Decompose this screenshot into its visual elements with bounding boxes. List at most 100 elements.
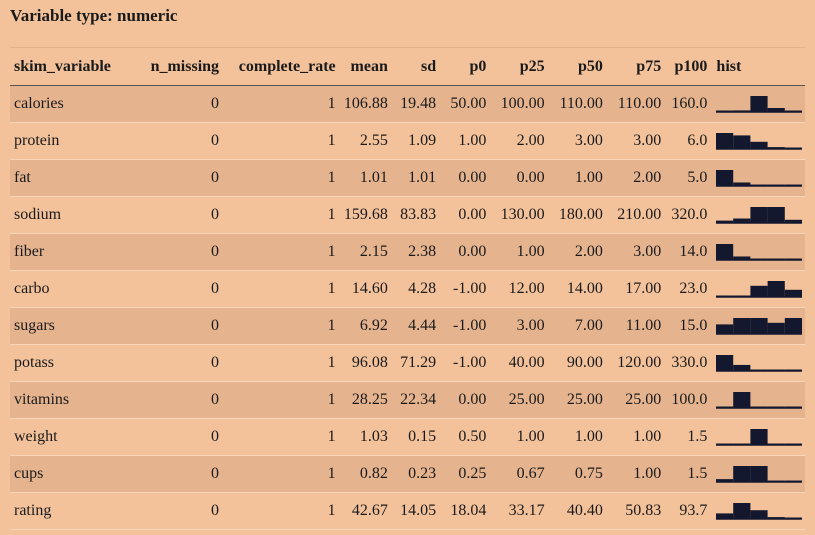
- hist-bar: [733, 466, 751, 482]
- hist-bar: [733, 182, 751, 186]
- cell-complete-rate: 1: [327, 317, 336, 334]
- cell-p100: 93.7: [679, 502, 708, 519]
- cell-complete-rate: 1: [327, 95, 336, 112]
- hist-bar: [785, 318, 803, 334]
- hist-bar: [716, 220, 734, 223]
- cell-p75: 3.00: [633, 132, 662, 149]
- cell-p0: 0.00: [458, 391, 487, 408]
- cell-p25: 0.67: [516, 465, 545, 482]
- sparkline-histogram: [716, 355, 803, 372]
- cell-skim-variable: protein: [14, 132, 60, 149]
- cell-complete-rate: 1: [327, 132, 336, 149]
- cell-p0: 50.00: [450, 95, 487, 112]
- header-p25: p25: [519, 57, 545, 75]
- cell-complete-rate: 1: [327, 169, 336, 186]
- hist-bar: [768, 207, 786, 223]
- hist-bar: [733, 218, 751, 223]
- cell-p25: 130.00: [500, 206, 545, 223]
- cell-sd: 4.44: [408, 317, 437, 334]
- sparkline-histogram: [716, 281, 803, 298]
- hist-bar: [716, 133, 734, 149]
- cell-p0: 18.04: [450, 502, 487, 519]
- cell-n-missing: 0: [211, 502, 220, 519]
- cell-n-missing: 0: [211, 317, 220, 334]
- header-complete-rate: complete_rate: [238, 57, 336, 75]
- hist-bar: [750, 318, 769, 334]
- cell-p25: 40.00: [508, 354, 545, 371]
- cell-complete-rate: 1: [327, 206, 336, 223]
- cell-p25: 1.00: [516, 243, 545, 260]
- cell-p25: 3.00: [516, 317, 545, 334]
- cell-p75: 2.00: [633, 169, 662, 186]
- table-header: skim_variable n_missing complete_rate me…: [10, 47, 805, 86]
- cell-skim-variable: vitamins: [14, 391, 70, 408]
- cell-p0: 1.00: [458, 132, 487, 149]
- sparkline-histogram: [716, 170, 803, 187]
- cell-p75: 1.00: [633, 465, 662, 482]
- header-sd: sd: [420, 57, 437, 75]
- cell-hist: [710, 197, 805, 234]
- hist-bar: [768, 281, 786, 297]
- header-mean: mean: [350, 57, 388, 75]
- cell-p100: 100.0: [671, 391, 708, 408]
- cell-sd: 14.05: [400, 502, 437, 519]
- cell-hist: [710, 308, 805, 345]
- table-row: fiber 0 1 2.15 2.38 0.00 1.00 2.00 3.00 14.0: [10, 233, 805, 271]
- cell-p50: 110.00: [559, 95, 603, 112]
- hist-bar: [733, 503, 751, 519]
- hist-bar: [768, 147, 786, 149]
- hist-bar: [785, 289, 803, 297]
- cell-complete-rate: 1: [327, 243, 336, 260]
- table-row: sugars 0 1 6.92 4.44 -1.00 3.00 7.00 11.00 15.0: [10, 307, 805, 345]
- cell-n-missing: 0: [211, 132, 220, 149]
- cell-p100: 15.0: [679, 317, 708, 334]
- cell-mean: 28.25: [351, 391, 388, 408]
- cell-mean: 1.01: [359, 169, 388, 186]
- table-row: vitamins 0 1 28.25 22.34 0.00 25.00 25.00 25.00 1…: [10, 381, 805, 419]
- table-row: fat 0 1 1.01 1.01 0.00 0.00 1.00 2.00 5.0: [10, 159, 805, 197]
- cell-sd: 4.28: [408, 280, 437, 297]
- sparkline-histogram: [716, 207, 803, 224]
- table-body: calories 0 1 106.88 19.48 50.00 100.00 110.00 11…: [10, 85, 805, 530]
- cell-n-missing: 0: [211, 280, 220, 297]
- hist-bar: [750, 207, 769, 223]
- header-hist: hist: [716, 57, 742, 75]
- cell-n-missing: 0: [211, 428, 220, 445]
- cell-complete-rate: 1: [327, 280, 336, 297]
- table-row: potass 0 1 96.08 71.29 -1.00 40.00 90.00 120.00 3…: [10, 345, 805, 382]
- hist-bar: [750, 510, 769, 519]
- cell-p50: 1.00: [574, 428, 603, 445]
- cell-p25: 25.00: [508, 391, 545, 408]
- cell-p0: -1.00: [453, 317, 487, 334]
- cell-p100: 1.5: [687, 465, 708, 482]
- cell-p25: 33.17: [508, 502, 545, 519]
- cell-p75: 17.00: [625, 280, 662, 297]
- cell-p100: 160.0: [671, 95, 708, 112]
- cell-sd: 71.29: [400, 354, 437, 371]
- hist-bar: [716, 355, 734, 371]
- cell-hist: [710, 382, 805, 419]
- cell-mean: 96.08: [351, 354, 388, 371]
- cell-p50: 2.00: [574, 243, 603, 260]
- cell-mean: 0.82: [359, 465, 388, 482]
- cell-skim-variable: sodium: [14, 206, 62, 223]
- table-row: calories 0 1 106.88 19.48 50.00 100.00 110.00 11…: [10, 85, 805, 123]
- sparkline-histogram: [716, 429, 803, 446]
- hist-bar: [716, 244, 734, 260]
- cell-sd: 22.34: [400, 391, 437, 408]
- cell-hist: [710, 123, 805, 160]
- cell-n-missing: 0: [211, 354, 220, 371]
- sparkline-histogram: [716, 503, 803, 520]
- cell-skim-variable: calories: [14, 95, 64, 112]
- cell-hist: [710, 456, 805, 493]
- cell-p50: 180.00: [558, 206, 603, 223]
- cell-p100: 6.0: [687, 132, 708, 149]
- cell-sd: 1.01: [408, 169, 437, 186]
- cell-n-missing: 0: [211, 169, 220, 186]
- table-row: carbo 0 1 14.60 4.28 -1.00 12.00 14.00 17.00 23.0: [10, 271, 805, 308]
- cell-p50: 14.00: [566, 280, 603, 297]
- cell-p0: 0.00: [458, 243, 487, 260]
- cell-p0: -1.00: [453, 354, 487, 371]
- cell-p100: 330.0: [671, 354, 708, 371]
- hist-bar: [768, 322, 786, 334]
